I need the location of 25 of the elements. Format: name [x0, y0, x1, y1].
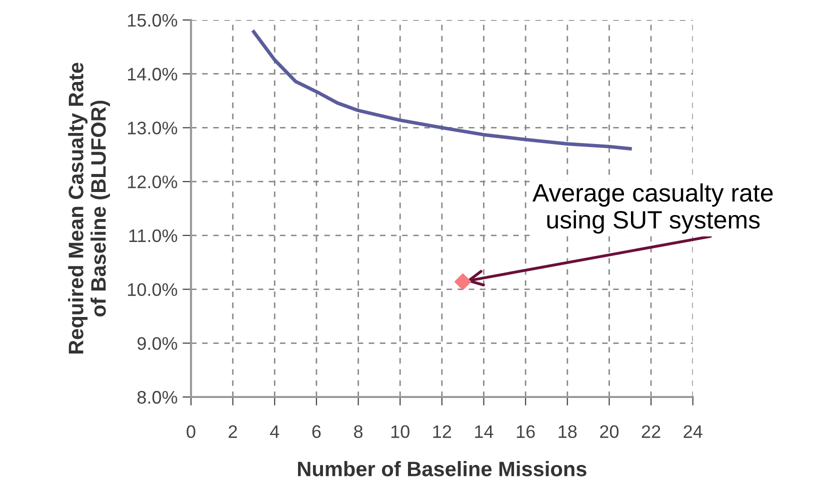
x-tick-label: 6	[312, 425, 321, 438]
x-tick-label: 8	[354, 425, 363, 438]
y-tick-label: 8.0%	[137, 390, 178, 404]
y-tick-label: 10.0%	[128, 283, 178, 296]
x-tick-label: 12	[433, 425, 452, 438]
x-tick-label: 10	[391, 425, 410, 438]
y-axis-title: Required Mean Casualty Rate of Baseline (BLUFOR)	[68, 62, 110, 354]
x-tick-label: 0	[186, 425, 196, 438]
y-tick-label: 11.0%	[129, 229, 178, 242]
x-tick-label: 4	[270, 425, 280, 438]
y-tick-label: 14.0%	[128, 68, 178, 81]
x-tick-label: 16	[516, 425, 535, 438]
x-tick-label: 14	[475, 425, 494, 438]
x-tick-label: 2	[228, 425, 237, 438]
x-tick-label: 24	[684, 425, 702, 438]
y-tick-label: 12.0%	[128, 176, 178, 188]
line-series	[252, 30, 632, 150]
y-tick-label: 9.0%	[138, 337, 178, 350]
x-axis-title: Number of Baseline Missions	[298, 461, 586, 476]
annotation: Average casualty rate using SUT systems	[532, 183, 773, 234]
y-tick-label: 13.0%	[128, 122, 178, 134]
x-tick-label: 22	[642, 425, 660, 438]
x-tick-label: 18	[558, 425, 577, 438]
y-tick-label: 15.0%	[128, 14, 178, 27]
x-tick-label: 20	[600, 425, 619, 438]
